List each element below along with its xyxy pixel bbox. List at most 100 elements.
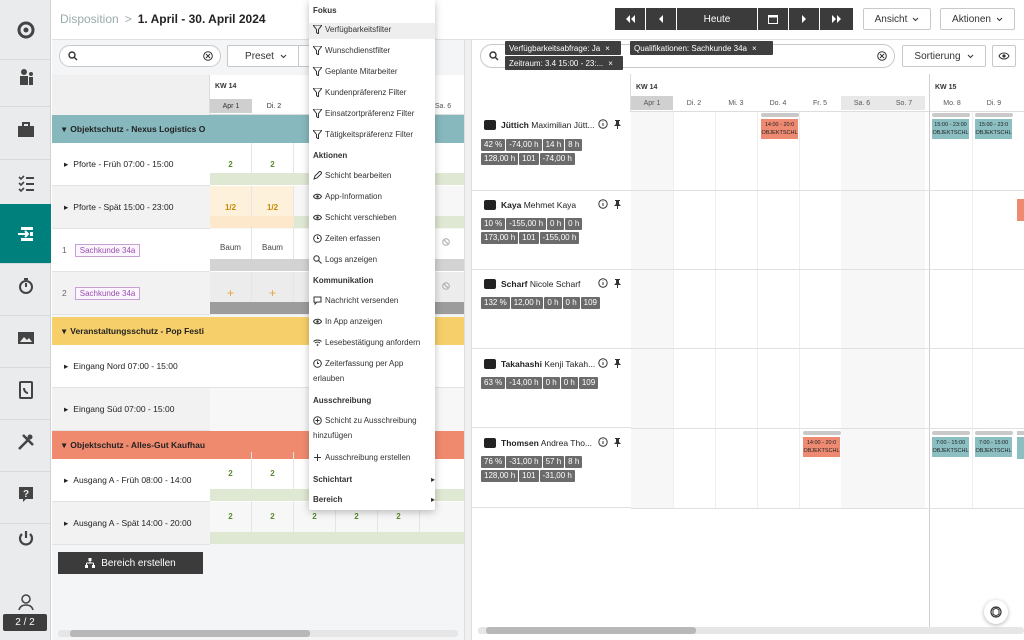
- disposition-icon[interactable]: [0, 204, 51, 264]
- assignee-cell[interactable]: Baum: [210, 226, 252, 268]
- assignee-cell[interactable]: Baum: [252, 226, 294, 268]
- info-icon[interactable]: [598, 119, 608, 129]
- pin-icon[interactable]: [614, 200, 621, 209]
- right-scrollbar[interactable]: [478, 627, 1024, 634]
- shift-block[interactable]: 14:00 - 20:0 OBJEKTSCHL: [803, 437, 840, 457]
- assistant-icon[interactable]: [984, 600, 1008, 624]
- menu-item-send-message[interactable]: Nachricht versenden: [309, 294, 435, 307]
- briefcase-icon[interactable]: [0, 100, 51, 160]
- shift-row-label[interactable]: ▸ Ausgang A - Früh 08:00 - 14:00: [52, 459, 210, 502]
- view-dropdown[interactable]: Ansicht: [863, 8, 931, 30]
- shift-block[interactable]: 7:00 - 15:00 OBJEKTSCHL: [932, 437, 969, 457]
- menu-item-create-tender[interactable]: Ausschreibung erstellen: [309, 451, 435, 464]
- close-icon[interactable]: ×: [608, 58, 613, 68]
- shift-row-label[interactable]: ▸ Eingang Süd 07:00 - 15:00: [52, 388, 210, 431]
- info-icon[interactable]: [598, 278, 608, 288]
- pane-splitter[interactable]: [464, 40, 472, 640]
- next-button[interactable]: [789, 8, 819, 30]
- left-scrollbar[interactable]: [58, 630, 458, 637]
- images-icon[interactable]: [0, 308, 51, 368]
- shift-cell[interactable]: 2: [252, 452, 294, 494]
- create-area-button[interactable]: Bereich erstellen: [58, 552, 203, 574]
- pin-icon[interactable]: [614, 279, 621, 288]
- menu-item-wish-filter[interactable]: Wunschdienstfilter: [309, 44, 435, 57]
- shift-block[interactable]: 14:00 - 20:0 OBJEKTSCHL: [761, 119, 798, 139]
- menu-item-read-receipt[interactable]: Lesebestätigung anfordern: [309, 336, 435, 349]
- help-icon[interactable]: ?: [0, 464, 51, 524]
- prev-button[interactable]: [646, 8, 676, 30]
- preset-dropdown[interactable]: Preset: [227, 45, 305, 67]
- filter-chip[interactable]: Verfügbarkeitsabfrage: Ja ×: [505, 41, 621, 55]
- menu-item-shift-type[interactable]: Schichtart ▸: [313, 475, 435, 484]
- shift-row-label[interactable]: ▸ Pforte - Früh 07:00 - 15:00: [52, 143, 210, 186]
- shift-block[interactable]: 15:00 - 23:00 OBJEKTSCHL: [932, 119, 969, 139]
- shift-cell[interactable]: 2: [210, 143, 252, 185]
- shift-cell[interactable]: 2: [294, 495, 336, 537]
- shift-cell[interactable]: 2: [252, 143, 294, 185]
- shift-block[interactable]: 7:00 - 15:00 OBJEKTSCHL: [975, 437, 1012, 457]
- phone-book-icon[interactable]: [0, 360, 51, 420]
- sort-dropdown[interactable]: Sortierung: [902, 45, 986, 67]
- info-icon[interactable]: [598, 358, 608, 368]
- stopwatch-icon[interactable]: [0, 256, 51, 316]
- position-index: 2: [62, 288, 67, 298]
- menu-item-location-filter[interactable]: Einsatzortpräferenz Filter: [309, 107, 435, 120]
- position-row[interactable]: 2 Sachkunde 34a: [52, 272, 210, 315]
- first-page-button[interactable]: [615, 8, 645, 30]
- add-assignee-cell[interactable]: +: [252, 272, 294, 314]
- menu-item-planned-employees[interactable]: Geplante Mitarbeiter: [309, 65, 435, 78]
- shift-row-label[interactable]: ▸ Ausgang A - Spät 14:00 - 20:00: [52, 502, 210, 545]
- shift-cell[interactable]: 2: [210, 495, 252, 537]
- menu-item-show-in-app[interactable]: In App anzeigen: [309, 315, 435, 328]
- menu-item-show-logs[interactable]: Logs anzeigen: [309, 253, 435, 266]
- checklist-icon[interactable]: [0, 152, 51, 212]
- shift-cell[interactable]: 2: [336, 495, 378, 537]
- last-page-button[interactable]: [820, 8, 853, 30]
- shift-cell[interactable]: 2: [252, 495, 294, 537]
- menu-item-record-times[interactable]: Zeiten erfassen: [309, 232, 435, 245]
- menu-item-app-info[interactable]: App-Information: [309, 190, 435, 203]
- menu-item-customer-filter[interactable]: Kundenpräferenz Filter: [309, 86, 435, 99]
- profile-icon[interactable]: [16, 592, 36, 612]
- visibility-button[interactable]: [992, 45, 1016, 67]
- menu-item-app-time-tracking[interactable]: Zeiterfassung per App erlauben: [313, 359, 404, 383]
- menu-item-move-shift[interactable]: Schicht verschieben: [309, 211, 435, 224]
- power-icon[interactable]: [0, 508, 51, 568]
- close-icon[interactable]: ×: [751, 43, 757, 53]
- menu-item-activity-filter[interactable]: Tätigkeitspräferenz Filter: [309, 128, 435, 141]
- menu-item-add-to-tender[interactable]: Schicht zu Ausschreibung hinzufügen: [313, 416, 417, 440]
- tools-icon[interactable]: [0, 412, 51, 472]
- info-icon[interactable]: [598, 199, 608, 209]
- balance-stat: -31,00 h: [506, 456, 542, 468]
- pin-icon[interactable]: [614, 438, 621, 447]
- shift-row-label[interactable]: ▸ Pforte - Spät 15:00 - 23:00: [52, 186, 210, 229]
- left-search-input[interactable]: [59, 45, 221, 67]
- shift-cell[interactable]: 2: [378, 495, 420, 537]
- close-icon[interactable]: ×: [605, 43, 610, 53]
- filter-chip[interactable]: Qualifikationen: Sachkunde 34a ×: [630, 41, 773, 55]
- shift-row-label[interactable]: ▸ Eingang Nord 07:00 - 15:00: [52, 345, 210, 388]
- breadcrumb-section[interactable]: Disposition: [60, 12, 119, 26]
- menu-item-availability-filter[interactable]: Verfügbarkeitsfilter: [309, 23, 435, 39]
- logo-icon[interactable]: [0, 0, 51, 60]
- position-row[interactable]: 1 Sachkunde 34a: [52, 229, 210, 272]
- users-icon[interactable]: [0, 47, 51, 107]
- calendar-button[interactable]: [758, 8, 788, 30]
- pin-icon[interactable]: [614, 359, 621, 368]
- menu-item-area[interactable]: Bereich ▸: [313, 495, 435, 504]
- shift-cell[interactable]: 2: [210, 452, 252, 494]
- shift-block[interactable]: 15:00 - 23:0 OBJEKTSCHL: [975, 119, 1012, 139]
- add-assignee-cell[interactable]: +: [210, 272, 252, 314]
- chip-label: Qualifikationen: Sachkunde 34a: [634, 43, 747, 53]
- menu-item-edit-shift[interactable]: Schicht bearbeiten: [309, 169, 435, 182]
- today-button[interactable]: Heute: [677, 8, 757, 30]
- actions-dropdown[interactable]: Aktionen: [940, 8, 1015, 30]
- filter-chip[interactable]: Zeitraum: 3.4 15:00 - 23:... ×: [505, 56, 623, 70]
- pin-icon[interactable]: [614, 120, 621, 129]
- info-icon[interactable]: [598, 437, 608, 447]
